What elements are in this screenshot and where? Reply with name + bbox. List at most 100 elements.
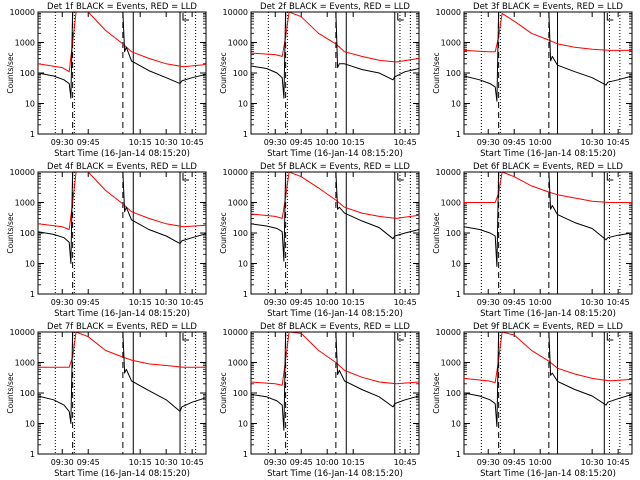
x-tick-label: 09:30 (264, 298, 287, 307)
y-tick-label: 1 (456, 130, 461, 139)
y-tick-label: 100 (20, 389, 35, 398)
series-line-lld (464, 172, 632, 203)
x-tick-label: 10:30 (155, 458, 178, 467)
series-line-events (251, 332, 419, 431)
y-tick-label: 1000 (441, 199, 461, 208)
plot-frame (37, 11, 207, 135)
x-tick-label: 10:15 (129, 298, 152, 307)
y-tick-label: 10 (451, 260, 461, 269)
x-tick-label: 10:45 (607, 138, 630, 147)
x-tick-label: 10:00 (316, 458, 339, 467)
y-tick-label: 10 (25, 420, 35, 429)
y-tick-label: 100 (446, 389, 461, 398)
y-axis-label: Counts/sec (219, 52, 228, 93)
x-axis-label: Start Time (16-Jan-14 08:15:20) (54, 469, 190, 479)
series-line-lld (38, 12, 206, 73)
y-tick-label: 1000 (441, 39, 461, 48)
y-tick-label: 1000 (15, 199, 35, 208)
y-tick-label: 1 (456, 290, 461, 299)
x-tick-label: 10:30 (581, 298, 604, 307)
panel-title: Det 7f BLACK = Events, RED = LLD (47, 322, 197, 332)
y-axis-label: Counts/sec (432, 372, 441, 413)
x-tick-label: 09:30 (51, 298, 74, 307)
panel-title: Det 3f BLACK = Events, RED = LLD (473, 2, 623, 12)
y-axis-label: Counts/sec (6, 212, 15, 253)
y-tick-label: 1000 (15, 39, 35, 48)
y-axis-label: Counts/sec (6, 52, 15, 93)
x-axis-label: Start Time (16-Jan-14 08:15:20) (54, 149, 190, 159)
x-tick-label: 09:30 (51, 458, 74, 467)
y-axis-label: Counts/sec (432, 212, 441, 253)
series-line-lld (251, 12, 419, 63)
x-tick-label: 09:30 (477, 298, 500, 307)
x-tick-label: 09:45 (503, 138, 526, 147)
plot-frame (37, 171, 207, 295)
x-tick-label: 09:45 (290, 138, 313, 147)
x-tick-label: 10:30 (581, 138, 604, 147)
x-axis-label: Start Time (16-Jan-14 08:15:20) (480, 309, 616, 319)
x-tick-label: 09:45 (290, 298, 313, 307)
y-tick-label: 10000 (223, 328, 248, 337)
panel-title: Det 9f BLACK = Events, RED = LLD (473, 322, 623, 332)
flag-icon (606, 173, 614, 181)
plot-frame (463, 11, 633, 135)
y-tick-label: 10 (238, 100, 248, 109)
x-tick-label: 10:00 (529, 458, 552, 467)
y-tick-label: 10000 (10, 168, 35, 177)
y-tick-label: 10 (25, 260, 35, 269)
y-tick-label: 10000 (223, 168, 248, 177)
y-tick-label: 10 (238, 260, 248, 269)
y-tick-label: 100 (233, 69, 248, 78)
y-tick-label: 100 (446, 69, 461, 78)
x-tick-label: 09:45 (503, 458, 526, 467)
y-tick-label: 1 (243, 450, 248, 459)
x-tick-label: 09:30 (477, 138, 500, 147)
series-line-lld (464, 12, 632, 53)
x-tick-label: 10:45 (394, 138, 417, 147)
y-tick-label: 100 (233, 389, 248, 398)
y-tick-label: 1 (30, 450, 35, 459)
x-tick-label: 10:30 (581, 458, 604, 467)
y-tick-label: 1 (243, 130, 248, 139)
y-tick-label: 1000 (441, 359, 461, 368)
x-tick-label: 10:15 (342, 458, 365, 467)
x-axis-label: Start Time (16-Jan-14 08:15:20) (54, 309, 190, 319)
flag-icon (397, 173, 404, 181)
x-tick-label: 10:45 (394, 298, 417, 307)
y-tick-label: 1000 (228, 199, 248, 208)
panel-det-9: 1 10 100 1000 10000 09:30 09:45 10:00 10:30 10:45… (432, 322, 633, 479)
x-tick-label: 09:30 (51, 138, 74, 147)
series-line-events (38, 172, 206, 264)
series-line-events (38, 12, 206, 99)
x-tick-label: 10:45 (181, 138, 204, 147)
x-tick-label: 10:45 (181, 458, 204, 467)
y-tick-label: 100 (20, 69, 35, 78)
x-tick-label: 09:30 (477, 458, 500, 467)
y-tick-label: 100 (20, 229, 35, 238)
panel-title: Det 6f BLACK = Events, RED = LLD (473, 162, 623, 172)
x-axis-label: Start Time (16-Jan-14 08:15:20) (480, 149, 616, 159)
plot-frame (37, 331, 207, 455)
panel-title: Det 4f BLACK = Events, RED = LLD (47, 162, 197, 172)
panel-det-3: 1 10 100 1000 10000 09:30 09:45 10:00 10:30 10:45… (432, 2, 633, 159)
x-axis-label: Start Time (16-Jan-14 08:15:20) (267, 149, 403, 159)
x-tick-label: 10:45 (181, 298, 204, 307)
flag-icon (606, 333, 614, 341)
y-tick-label: 10000 (436, 328, 461, 337)
x-tick-label: 09:45 (77, 138, 100, 147)
x-tick-label: 10:15 (342, 298, 365, 307)
y-axis-label: Counts/sec (6, 372, 15, 413)
flag-icon (182, 173, 190, 181)
series-line-events (464, 12, 632, 102)
x-tick-label: 10:00 (316, 298, 339, 307)
plot-frame (463, 331, 633, 455)
x-tick-label: 09:45 (290, 458, 313, 467)
x-tick-label: 09:30 (264, 458, 287, 467)
x-axis-label: Start Time (16-Jan-14 08:15:20) (267, 469, 403, 479)
panel-title: Det 8f BLACK = Events, RED = LLD (260, 322, 410, 332)
y-tick-label: 10000 (10, 328, 35, 337)
plot-frame (250, 171, 420, 295)
x-axis-label: Start Time (16-Jan-14 08:15:20) (267, 309, 403, 319)
y-tick-label: 1000 (228, 39, 248, 48)
